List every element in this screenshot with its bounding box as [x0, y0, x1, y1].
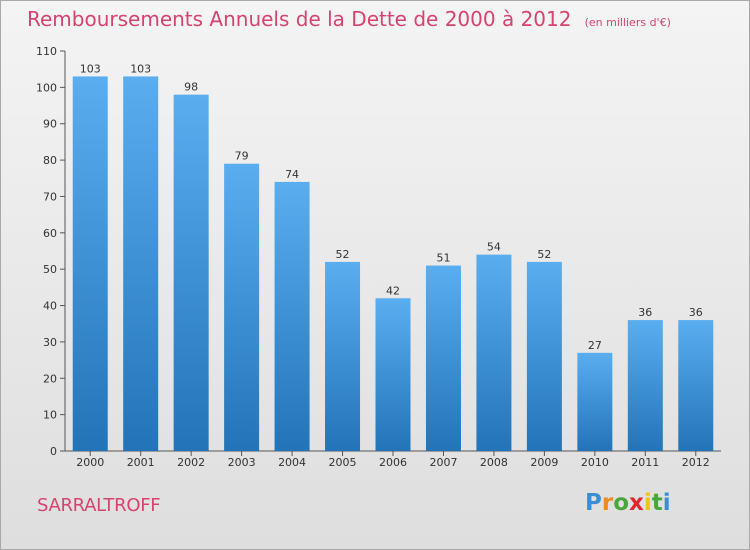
- bar-value-label: 42: [386, 284, 400, 297]
- x-tick-label: 2000: [76, 456, 104, 469]
- bar: [476, 254, 512, 451]
- y-tick-label: 30: [43, 336, 57, 349]
- y-tick-label: 80: [43, 154, 57, 167]
- bar: [72, 76, 108, 452]
- bar: [325, 261, 361, 451]
- logo-letter: t: [651, 490, 663, 516]
- bar-value-label: 103: [80, 62, 101, 75]
- x-tick-label: 2005: [329, 456, 357, 469]
- bar-value-label: 74: [285, 168, 299, 181]
- y-axis: 0 10 20 30 40 50 60 70 80 90 100 110: [36, 45, 66, 458]
- x-tick-label: 2006: [379, 456, 407, 469]
- x-axis: 2000 2001 2002 2003 2004 2005 2006 2007 2008 2009…: [65, 450, 721, 469]
- logo-letter: i: [643, 490, 652, 516]
- x-tick-label: 2010: [581, 456, 609, 469]
- chart-subtitle: (en milliers d'€): [584, 16, 671, 29]
- bar: [526, 261, 562, 451]
- x-tick-label: 2012: [682, 456, 710, 469]
- chart-title: Remboursements Annuels de la Dette de 20…: [27, 7, 572, 31]
- bar: [678, 320, 714, 451]
- bar: [375, 298, 411, 451]
- bar: [274, 181, 310, 451]
- x-tick-label: 2011: [631, 456, 659, 469]
- x-tick-label: 2004: [278, 456, 306, 469]
- title-row: Remboursements Annuels de la Dette de 20…: [27, 7, 671, 31]
- place-name: SARRALTROFF: [37, 495, 161, 516]
- y-tick-label: 60: [43, 227, 57, 240]
- x-tick-label: 2002: [177, 456, 205, 469]
- y-tick-label: 20: [43, 372, 57, 385]
- logo-letter: P: [585, 490, 602, 516]
- bars: 103 103 98 79 74 52 42 51 54 52 27 36 36: [72, 62, 714, 452]
- x-tick-label: 2009: [530, 456, 558, 469]
- y-tick-label: 100: [36, 81, 57, 94]
- bar: [224, 163, 260, 451]
- logo-letter: i: [662, 490, 671, 516]
- bar-value-label: 52: [336, 248, 350, 261]
- y-tick-label: 90: [43, 118, 57, 131]
- bar-value-label: 52: [537, 248, 551, 261]
- bar-value-label: 54: [487, 241, 501, 254]
- bar-value-label: 51: [436, 252, 450, 265]
- x-tick-label: 2008: [480, 456, 508, 469]
- y-tick-label: 0: [50, 445, 57, 458]
- bar: [173, 94, 209, 452]
- logo-letter: r: [601, 490, 614, 516]
- y-tick-label: 40: [43, 300, 57, 313]
- bar-value-label: 79: [235, 150, 249, 163]
- bar: [627, 320, 663, 451]
- logo-letter: o: [613, 490, 630, 516]
- x-tick-label: 2001: [127, 456, 155, 469]
- y-tick-label: 10: [43, 409, 57, 422]
- bar: [425, 265, 461, 451]
- bar-value-label: 27: [588, 339, 602, 352]
- bar: [577, 352, 613, 451]
- y-tick-label: 50: [43, 263, 57, 276]
- x-tick-label: 2007: [429, 456, 457, 469]
- logo-letter: x: [629, 490, 644, 516]
- bar-value-label: 98: [184, 81, 198, 94]
- bar-value-label: 36: [689, 306, 703, 319]
- x-tick-label: 2003: [228, 456, 256, 469]
- proxiti-logo: Proxiti: [585, 490, 671, 516]
- bar-value-label: 103: [130, 62, 151, 75]
- y-tick-label: 70: [43, 190, 57, 203]
- bar-value-label: 36: [638, 306, 652, 319]
- bar: [123, 76, 159, 452]
- y-tick-label: 110: [36, 45, 57, 58]
